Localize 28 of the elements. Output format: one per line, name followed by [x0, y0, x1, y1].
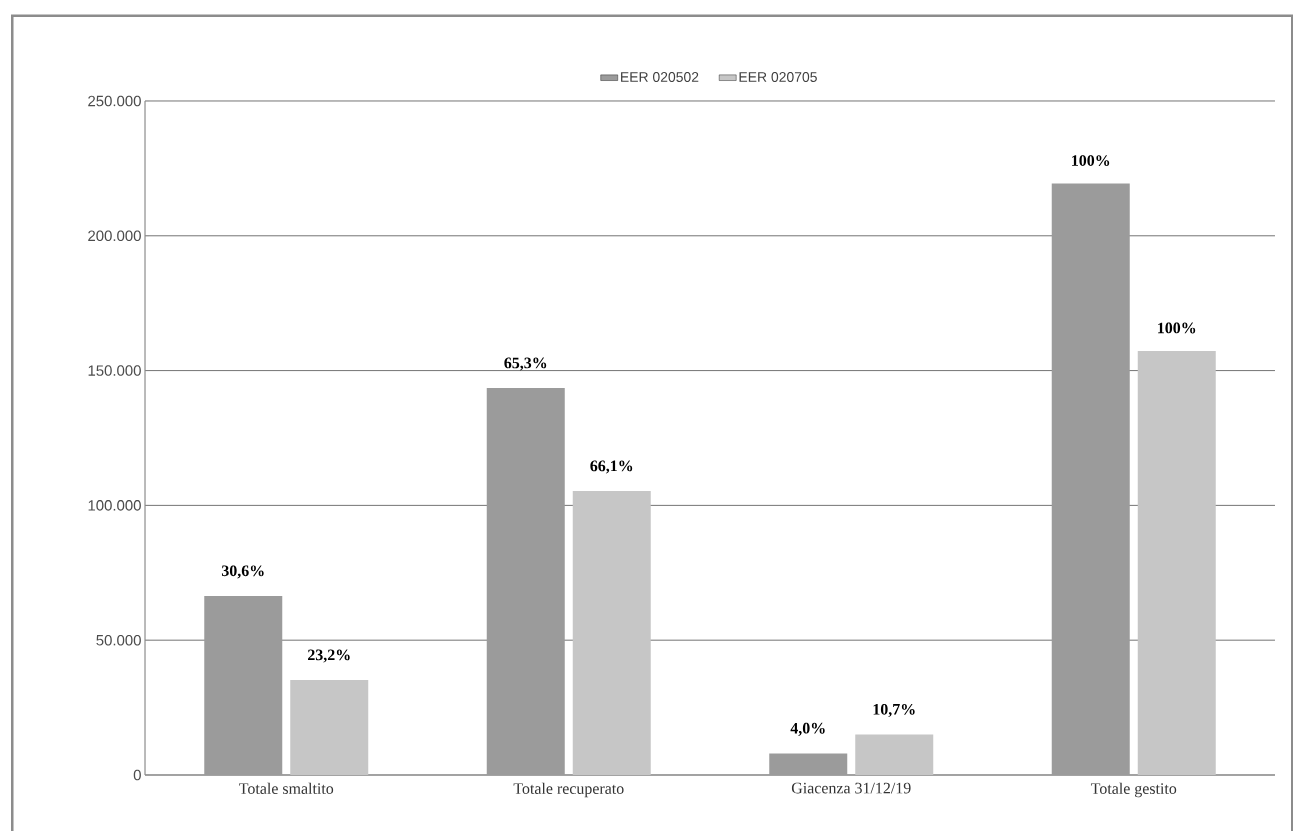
x-tick-label: Totale gestito — [1090, 782, 1177, 798]
annotation: 65,3% — [504, 357, 547, 371]
y-tick-label: 100.000 — [88, 500, 141, 511]
bar — [290, 680, 369, 775]
annotation: 30,6% — [221, 565, 264, 579]
bar — [1137, 350, 1216, 775]
bar — [204, 595, 283, 775]
annotation: 10,7% — [873, 703, 915, 718]
bar — [1051, 183, 1130, 775]
bar — [855, 734, 934, 775]
bar — [572, 491, 651, 775]
y-tick-label: 200.000 — [88, 230, 141, 242]
x-tick-label: Totale smaltito — [239, 782, 334, 794]
annotation: 100% — [1158, 322, 1196, 334]
annotation: 100% — [1072, 155, 1110, 166]
bar — [769, 753, 848, 775]
annotation: 4,0% — [790, 722, 825, 736]
y-tick-label: 0 — [133, 769, 141, 781]
y-tick-label: 150.000 — [88, 365, 141, 376]
legend-label: EER 020705 — [739, 72, 817, 82]
x-tick-label: Giacenza 31/12/19 — [791, 782, 911, 794]
x-tick-label: Totale recuperato — [513, 782, 624, 798]
bar — [486, 388, 565, 775]
y-tick-label: 50.000 — [96, 634, 141, 646]
annotation: 23,2% — [308, 649, 350, 663]
legend-label: EER 020502 — [621, 72, 699, 82]
annotation: 66,1% — [590, 460, 633, 474]
y-tick-label: 250.000 — [88, 95, 141, 107]
